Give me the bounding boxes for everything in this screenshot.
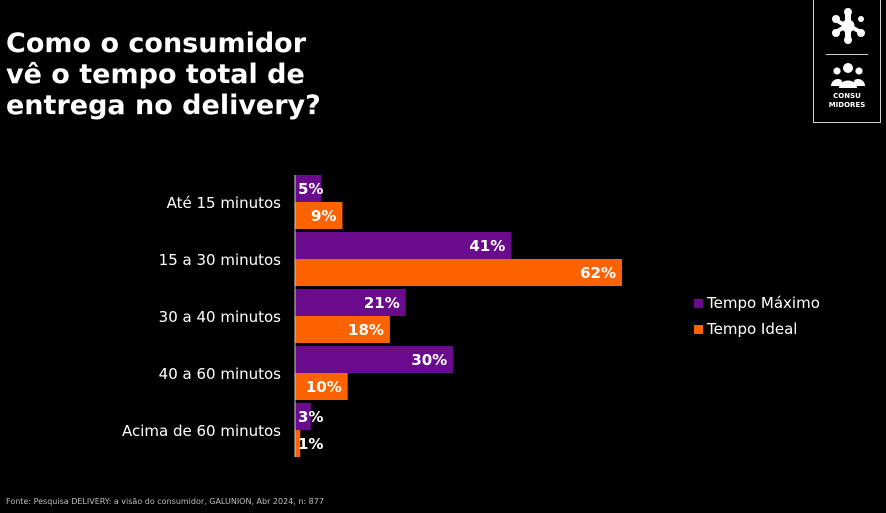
title-line-3: entrega no delivery? — [6, 90, 321, 121]
source-note: Fonte: Pesquisa DELIVERY: a visão do con… — [6, 497, 324, 506]
bar-tempo-maximo-acima-de-60-minutos — [295, 403, 311, 430]
data-label-tempo-ideal-40-a-60-minutos: 10% — [306, 378, 342, 396]
bar-tempo-maximo-ate-15-minutos — [295, 175, 322, 202]
data-label-tempo-ideal-acima-de-60-minutos: 1% — [298, 435, 323, 453]
legend-item-tempo-maximo: Tempo Máximo — [694, 294, 820, 312]
category-label-15-a-30-minutos: 15 a 30 minutos — [159, 251, 282, 269]
logo-tag-line-1: CONSU — [833, 92, 861, 100]
data-label-tempo-maximo-30-a-40-minutos: 21% — [364, 294, 400, 312]
legend-swatch-tempo-ideal — [694, 324, 703, 334]
category-label-acima-de-60-minutos: Acima de 60 minutos — [122, 422, 281, 440]
data-label-tempo-ideal-30-a-40-minutos: 18% — [348, 321, 384, 339]
page-title: Como o consumidor vê o tempo total de en… — [6, 28, 366, 121]
category-label-30-a-40-minutos: 30 a 40 minutos — [159, 308, 282, 326]
people-icon — [831, 63, 865, 88]
bar-tempo-ideal-40-a-60-minutos — [295, 373, 348, 400]
bar-tempo-maximo-30-a-40-minutos — [295, 289, 406, 316]
data-label-tempo-ideal-15-a-30-minutos: 62% — [580, 264, 616, 282]
bar-tempo-ideal-15-a-30-minutos — [295, 259, 622, 286]
data-label-tempo-maximo-acima-de-60-minutos: 3% — [298, 408, 323, 426]
data-label-tempo-maximo-15-a-30-minutos: 41% — [469, 237, 505, 255]
bar-tempo-maximo-40-a-60-minutos — [295, 346, 454, 373]
chart-legend: Tempo Máximo Tempo Ideal — [694, 294, 820, 347]
bar-tempo-maximo-15-a-30-minutos — [295, 232, 512, 259]
bar-tempo-ideal-30-a-40-minutos — [295, 316, 390, 343]
category-label-40-a-60-minutos: 40 a 60 minutos — [159, 365, 282, 383]
category-label-ate-15-minutos: Até 15 minutos — [167, 194, 282, 212]
title-line-1: Como o consumidor — [6, 28, 307, 59]
brand-mark-icon — [832, 8, 865, 44]
legend-label-tempo-ideal: Tempo Ideal — [707, 320, 798, 338]
title-line-2: vê o tempo total de — [6, 59, 305, 90]
data-label-tempo-ideal-ate-15-minutos: 9% — [311, 207, 336, 225]
legend-swatch-tempo-maximo — [694, 298, 703, 308]
bar-tempo-ideal-ate-15-minutos — [295, 202, 343, 229]
logo-tag-line-2: MIDORES — [828, 101, 866, 109]
logo-divider — [826, 54, 868, 55]
brand-logo-box: CONSU MIDORES — [813, 0, 881, 123]
data-label-tempo-maximo-40-a-60-minutos: 30% — [411, 351, 447, 369]
legend-item-tempo-ideal: Tempo Ideal — [694, 320, 820, 338]
bar-tempo-ideal-acima-de-60-minutos — [295, 430, 301, 457]
legend-label-tempo-maximo: Tempo Máximo — [707, 294, 820, 312]
data-label-tempo-maximo-ate-15-minutos: 5% — [298, 180, 323, 198]
